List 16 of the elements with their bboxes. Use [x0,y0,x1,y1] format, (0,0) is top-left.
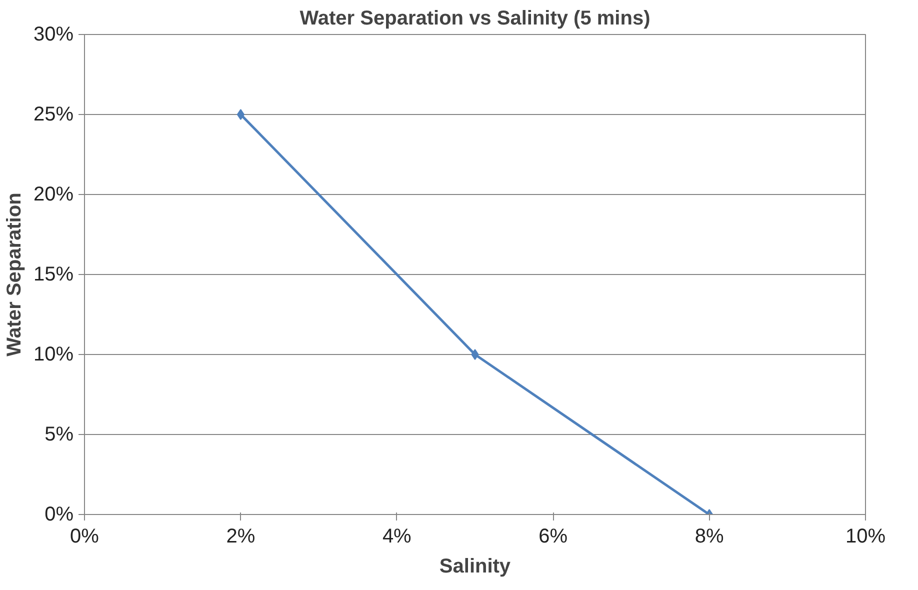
y-tick-label: 30% [33,24,74,46]
x-tick-label: 4% [382,526,412,548]
x-tick-label: 2% [226,526,256,548]
y-tick-label: 15% [33,264,74,286]
x-tick-label: 8% [694,526,724,548]
x-tick-label: 0% [70,526,100,548]
y-axis-title: Water Separation [3,192,26,356]
y-tick-label: 20% [33,184,74,206]
y-tick-label: 5% [44,424,74,446]
x-tick-label: 6% [538,526,568,548]
y-tick-label: 10% [33,344,74,366]
chart-title: Water Separation vs Salinity (5 mins) [300,8,650,30]
x-tick-label: 10% [845,526,886,548]
y-tick-label: 0% [44,504,74,526]
x-axis-title: Salinity [439,556,512,578]
y-tick-label: 25% [33,104,74,126]
